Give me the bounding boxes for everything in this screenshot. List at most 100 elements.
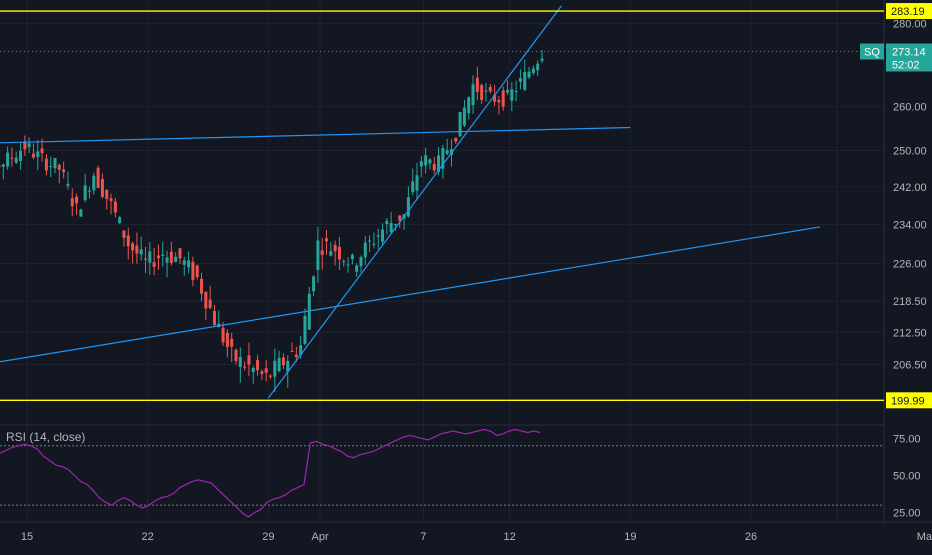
candle-body bbox=[209, 300, 212, 308]
rsi-title[interactable]: RSI (14, close) bbox=[6, 430, 85, 444]
candle-body bbox=[269, 376, 272, 377]
candle-body bbox=[295, 354, 298, 357]
candle-body bbox=[433, 164, 436, 170]
candle-body bbox=[411, 181, 414, 192]
date-axis-tick: 12 bbox=[504, 531, 516, 543]
candle-body bbox=[54, 158, 57, 168]
candle-body bbox=[153, 262, 156, 267]
candle-body bbox=[515, 91, 518, 92]
candle-body bbox=[510, 89, 513, 100]
candle-body bbox=[497, 100, 500, 102]
price-axis-tick: 250.00 bbox=[893, 146, 927, 158]
date-axis-tick: 29 bbox=[262, 531, 274, 543]
candle-body bbox=[122, 231, 125, 238]
candle-body bbox=[355, 266, 358, 272]
candle-body bbox=[489, 87, 492, 91]
candle-body bbox=[45, 159, 48, 171]
candle-body bbox=[41, 148, 44, 153]
candle-body bbox=[338, 247, 341, 260]
candle-body bbox=[178, 248, 181, 258]
candle-body bbox=[424, 155, 427, 165]
rsi-axis-tick: 25.00 bbox=[893, 508, 921, 520]
symbol-tag[interactable]: SQ bbox=[864, 46, 880, 58]
candle-body bbox=[407, 197, 410, 216]
candle-body bbox=[394, 224, 397, 225]
candle-body bbox=[484, 90, 487, 91]
candle-body bbox=[536, 64, 539, 71]
candle-body bbox=[235, 350, 238, 361]
candle-body bbox=[144, 259, 147, 260]
candle-body bbox=[273, 361, 276, 377]
candle-body bbox=[428, 159, 431, 163]
candle-body bbox=[291, 351, 294, 352]
candle-body bbox=[62, 169, 65, 172]
candle-body bbox=[523, 72, 526, 90]
candle-body bbox=[101, 179, 104, 197]
candle-body bbox=[15, 158, 18, 163]
candle-body bbox=[230, 339, 233, 347]
candle-body bbox=[135, 246, 138, 254]
candle-body bbox=[368, 241, 371, 242]
candle-body bbox=[170, 252, 173, 263]
candle-body bbox=[174, 257, 177, 262]
candle-body bbox=[463, 108, 466, 126]
candle-body bbox=[303, 316, 306, 344]
horizontal-level-label: 199.99 bbox=[891, 395, 925, 407]
rsi-axis-tick: 50.00 bbox=[893, 470, 921, 482]
candle-body bbox=[472, 84, 475, 105]
candle-body bbox=[372, 244, 375, 245]
candle-body bbox=[312, 276, 315, 291]
candle-body bbox=[359, 257, 362, 266]
candle-body bbox=[532, 69, 535, 73]
candle-body bbox=[256, 360, 259, 370]
candle-body bbox=[161, 255, 164, 256]
candle-body bbox=[265, 368, 268, 373]
candle-body bbox=[226, 333, 229, 347]
horizontal-level-label: 283.19 bbox=[891, 6, 925, 18]
candle-body bbox=[32, 154, 35, 158]
candle-body bbox=[321, 250, 324, 254]
candle-body bbox=[540, 59, 543, 61]
candle-body bbox=[351, 255, 354, 259]
candle-body bbox=[187, 260, 190, 267]
candle-body bbox=[260, 371, 263, 373]
candle-body bbox=[118, 217, 121, 223]
candle-body bbox=[75, 197, 78, 204]
candle-body bbox=[282, 357, 285, 365]
candle-body bbox=[243, 367, 246, 368]
candle-body bbox=[200, 279, 203, 294]
date-axis-tick: 22 bbox=[142, 531, 154, 543]
candle-body bbox=[49, 166, 52, 167]
candle-body bbox=[347, 265, 350, 266]
candle-body bbox=[71, 198, 74, 206]
candle-body bbox=[166, 257, 169, 262]
candle-body bbox=[19, 151, 22, 161]
candle-body bbox=[204, 292, 207, 308]
candle-body bbox=[66, 184, 69, 186]
candle-body bbox=[247, 355, 250, 364]
candle-body bbox=[183, 260, 186, 264]
price-axis-tick: 242.00 bbox=[893, 182, 927, 194]
rsi-axis-tick: 75.00 bbox=[893, 433, 921, 445]
candle-body bbox=[127, 235, 130, 246]
candle-body bbox=[506, 90, 509, 93]
price-axis-tick: 260.00 bbox=[893, 102, 927, 114]
candle-body bbox=[28, 143, 31, 147]
candle-body bbox=[325, 238, 328, 241]
price-axis-tick: 206.50 bbox=[893, 359, 927, 371]
candle-body bbox=[58, 165, 61, 170]
candle-body bbox=[97, 168, 100, 188]
price-axis-tick: 218.50 bbox=[893, 296, 927, 308]
candle-body bbox=[390, 223, 393, 232]
candle-body bbox=[329, 251, 332, 255]
candle-body bbox=[79, 210, 82, 217]
candle-body bbox=[105, 190, 108, 199]
date-axis-tick: 26 bbox=[745, 531, 757, 543]
date-axis-tick: 19 bbox=[624, 531, 636, 543]
candle-body bbox=[308, 294, 311, 330]
date-axis-tick: Apr bbox=[311, 531, 328, 543]
candle-body bbox=[385, 221, 388, 224]
candle-body bbox=[6, 153, 9, 167]
